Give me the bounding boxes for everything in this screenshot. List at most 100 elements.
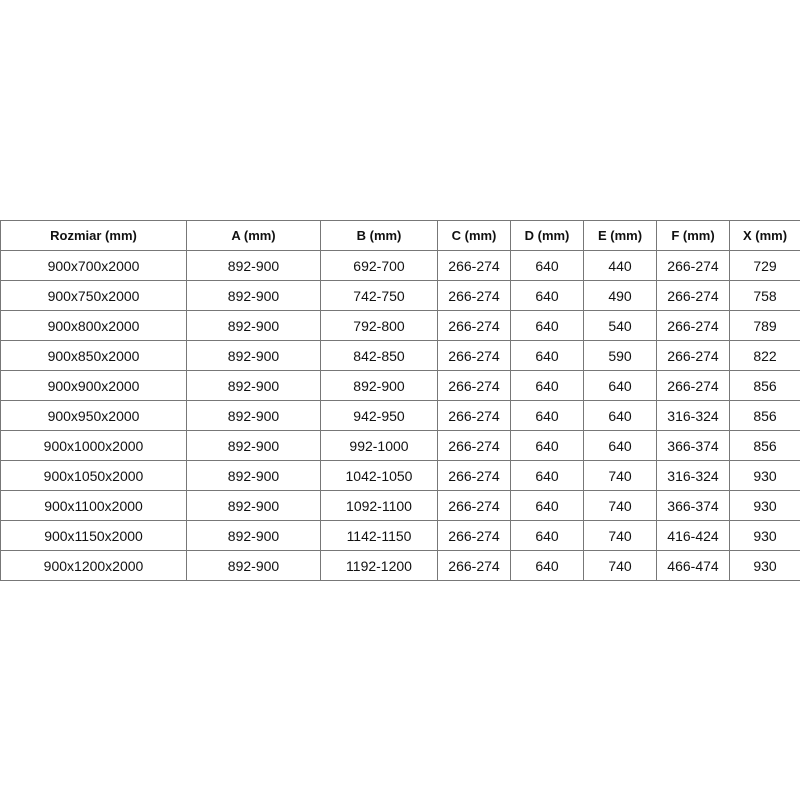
- table-cell: 740: [583, 490, 657, 521]
- table-row: 900x1000x2000 892-900 992-1000 266-274 640 64…: [0, 430, 800, 461]
- table-cell: 466-474: [656, 550, 730, 581]
- table-cell: 742-750: [320, 280, 438, 311]
- table-cell: 1092-1100: [320, 490, 438, 521]
- table-cell: 266-274: [656, 280, 730, 311]
- column-header: A (mm): [186, 220, 321, 251]
- table-cell: 266-274: [437, 310, 511, 341]
- table-cell: 266-274: [437, 370, 511, 401]
- table-cell: 892-900: [186, 310, 321, 341]
- table-cell: 640: [510, 250, 584, 281]
- table-cell: 758: [729, 280, 800, 311]
- table-row: 900x1050x2000 892-900 1042-1050 266-274 640 7…: [0, 460, 800, 491]
- table-cell: 266-274: [437, 280, 511, 311]
- table-cell: 856: [729, 430, 800, 461]
- table-cell: 892-900: [186, 490, 321, 521]
- table-cell: 640: [510, 340, 584, 371]
- column-header: B (mm): [320, 220, 438, 251]
- table-cell: 930: [729, 520, 800, 551]
- table-cell: 892-900: [186, 550, 321, 581]
- table-cell: 900x750x2000: [0, 280, 187, 311]
- table-row: 900x800x2000 892-900 792-800 266-274 640 540 2…: [0, 310, 800, 341]
- table-cell: 540: [583, 310, 657, 341]
- table-cell: 316-324: [656, 460, 730, 491]
- table-cell: 900x1200x2000: [0, 550, 187, 581]
- table-cell: 789: [729, 310, 800, 341]
- table-cell: 366-374: [656, 490, 730, 521]
- table-cell: 930: [729, 490, 800, 521]
- table-cell: 640: [510, 550, 584, 581]
- table-row: 900x900x2000 892-900 892-900 266-274 640 640 2…: [0, 370, 800, 401]
- table-cell: 266-274: [656, 340, 730, 371]
- column-header: Rozmiar (mm): [0, 220, 187, 251]
- table-cell: 900x1050x2000: [0, 460, 187, 491]
- table-cell: 640: [510, 310, 584, 341]
- table-row: 900x850x2000 892-900 842-850 266-274 640 590 2…: [0, 340, 800, 371]
- table-row: 900x700x2000 892-900 692-700 266-274 640 440 2…: [0, 250, 800, 281]
- table-cell: 266-274: [656, 310, 730, 341]
- table-cell: 740: [583, 520, 657, 551]
- table-cell: 266-274: [656, 250, 730, 281]
- table-row: 900x750x2000 892-900 742-750 266-274 640 490 2…: [0, 280, 800, 311]
- table-cell: 892-900: [186, 370, 321, 401]
- table-cell: 440: [583, 250, 657, 281]
- table-cell: 266-274: [437, 460, 511, 491]
- table-cell: 900x1000x2000: [0, 430, 187, 461]
- table-cell: 892-900: [186, 250, 321, 281]
- table-cell: 490: [583, 280, 657, 311]
- table-cell: 266-274: [437, 430, 511, 461]
- table-cell: 366-374: [656, 430, 730, 461]
- column-header: E (mm): [583, 220, 657, 251]
- table-cell: 892-900: [186, 400, 321, 431]
- column-header: C (mm): [437, 220, 511, 251]
- table-cell: 640: [510, 520, 584, 551]
- table-cell: 992-1000: [320, 430, 438, 461]
- table-cell: 1042-1050: [320, 460, 438, 491]
- table-cell: 842-850: [320, 340, 438, 371]
- column-header: X (mm): [729, 220, 800, 251]
- table-row: 900x1200x2000 892-900 1192-1200 266-274 640 7…: [0, 550, 800, 581]
- table-cell: 640: [583, 370, 657, 401]
- table-cell: 892-900: [186, 460, 321, 491]
- table-cell: 900x800x2000: [0, 310, 187, 341]
- table-cell: 266-274: [437, 550, 511, 581]
- table-cell: 1192-1200: [320, 550, 438, 581]
- table-cell: 930: [729, 550, 800, 581]
- table-cell: 590: [583, 340, 657, 371]
- table-cell: 900x1100x2000: [0, 490, 187, 521]
- table-cell: 640: [510, 400, 584, 431]
- table-cell: 266-274: [437, 490, 511, 521]
- column-header: F (mm): [656, 220, 730, 251]
- table-cell: 792-800: [320, 310, 438, 341]
- table-cell: 900x700x2000: [0, 250, 187, 281]
- table-cell: 640: [510, 460, 584, 491]
- table-cell: 266-274: [656, 370, 730, 401]
- table-cell: 1142-1150: [320, 520, 438, 551]
- table-cell: 640: [510, 490, 584, 521]
- table-cell: 640: [583, 430, 657, 461]
- table-cell: 942-950: [320, 400, 438, 431]
- table-cell: 892-900: [320, 370, 438, 401]
- table-cell: 316-324: [656, 400, 730, 431]
- table-row: 900x1100x2000 892-900 1092-1100 266-274 640 7…: [0, 490, 800, 521]
- table-cell: 892-900: [186, 430, 321, 461]
- header-row: Rozmiar (mm) A (mm) B (mm) C (mm) D (mm) E (m…: [0, 220, 800, 251]
- table-cell: 692-700: [320, 250, 438, 281]
- table-cell: 856: [729, 370, 800, 401]
- table-cell: 822: [729, 340, 800, 371]
- table-cell: 416-424: [656, 520, 730, 551]
- table-cell: 892-900: [186, 280, 321, 311]
- table-cell: 640: [510, 280, 584, 311]
- table-cell: 892-900: [186, 340, 321, 371]
- table-cell: 900x950x2000: [0, 400, 187, 431]
- table-row: 900x950x2000 892-900 942-950 266-274 640 640 3…: [0, 400, 800, 431]
- table-cell: 266-274: [437, 340, 511, 371]
- table-cell: 640: [510, 370, 584, 401]
- table-cell: 900x1150x2000: [0, 520, 187, 551]
- table-cell: 900x900x2000: [0, 370, 187, 401]
- table-cell: 266-274: [437, 250, 511, 281]
- table-cell: 930: [729, 460, 800, 491]
- table-cell: 266-274: [437, 400, 511, 431]
- table-cell: 640: [510, 430, 584, 461]
- table-cell: 729: [729, 250, 800, 281]
- table-cell: 740: [583, 460, 657, 491]
